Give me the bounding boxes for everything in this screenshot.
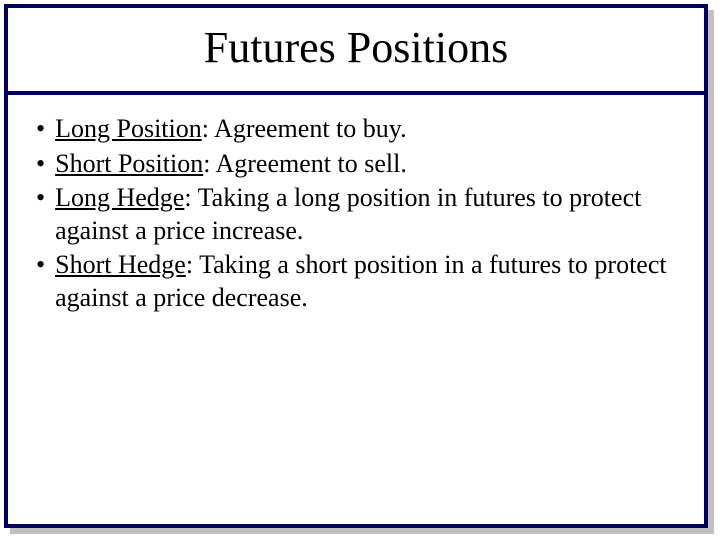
- slide-frame: Futures Positions • Long Position: Agree…: [4, 4, 708, 528]
- list-item: • Long Hedge: Taking a long position in …: [36, 182, 676, 247]
- bullet-text: Short Position: Agreement to sell.: [55, 148, 676, 181]
- term: Short Hedge: [55, 250, 186, 279]
- term: Short Position: [55, 149, 203, 178]
- list-item: • Short Hedge: Taking a short position i…: [36, 249, 676, 314]
- term: Long Hedge: [55, 183, 184, 212]
- bullet-marker: •: [36, 249, 45, 282]
- slide-content: • Long Position: Agreement to buy. • Sho…: [8, 95, 704, 314]
- bullet-marker: •: [36, 148, 45, 181]
- bullet-marker: •: [36, 113, 45, 146]
- bullet-text: Short Hedge: Taking a short position in …: [55, 249, 676, 314]
- bullet-marker: •: [36, 182, 45, 215]
- list-item: • Short Position: Agreement to sell.: [36, 148, 676, 181]
- bullet-text: Long Hedge: Taking a long position in fu…: [55, 182, 676, 247]
- term: Long Position: [55, 114, 202, 143]
- list-item: • Long Position: Agreement to buy.: [36, 113, 676, 146]
- definition: : Agreement to buy.: [202, 114, 407, 143]
- title-bar: Futures Positions: [8, 8, 704, 95]
- slide-title: Futures Positions: [204, 23, 508, 72]
- bullet-text: Long Position: Agreement to buy.: [55, 113, 676, 146]
- definition: : Agreement to sell.: [203, 149, 407, 178]
